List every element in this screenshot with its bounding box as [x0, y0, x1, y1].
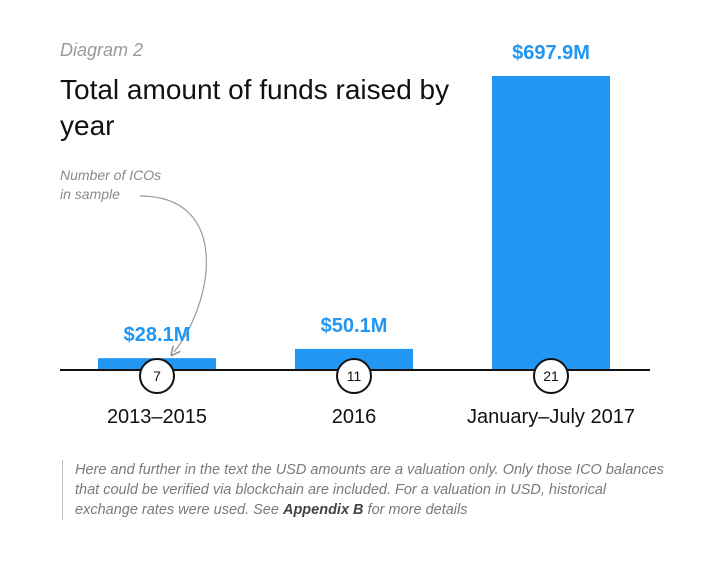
value-label: $697.9M [512, 42, 590, 64]
bar [492, 76, 610, 370]
note-suffix: for more details [363, 502, 468, 518]
category-label: January–July 2017 [467, 406, 635, 428]
category-label: 2016 [332, 406, 377, 428]
annotation-arrow [139, 195, 207, 352]
note-text: Here and further in the text the USD amo… [75, 462, 664, 518]
value-label: $50.1M [321, 315, 388, 337]
ico-count-label: 21 [543, 368, 559, 384]
category-label: 2013–2015 [107, 406, 207, 428]
diagram-label: Diagram 2 [60, 40, 144, 60]
annotation-label: Number of ICOs in sample [60, 166, 161, 204]
appendix-link[interactable]: Appendix B [282, 502, 364, 518]
ico-count-circle [336, 358, 372, 394]
methodology-note: Here and further in the text the USD amo… [62, 460, 665, 520]
ico-count-label: 11 [347, 368, 362, 384]
ico-count-label: 7 [153, 368, 161, 384]
annotation-line-1: Number of ICOs [60, 167, 162, 183]
ico-count-circle [139, 358, 175, 394]
chart-title: Total amount of funds raised by year [60, 74, 450, 141]
annotation-line-2: in sample [60, 186, 120, 202]
value-label: $28.1M [124, 324, 191, 346]
ico-count-circle [533, 358, 569, 394]
